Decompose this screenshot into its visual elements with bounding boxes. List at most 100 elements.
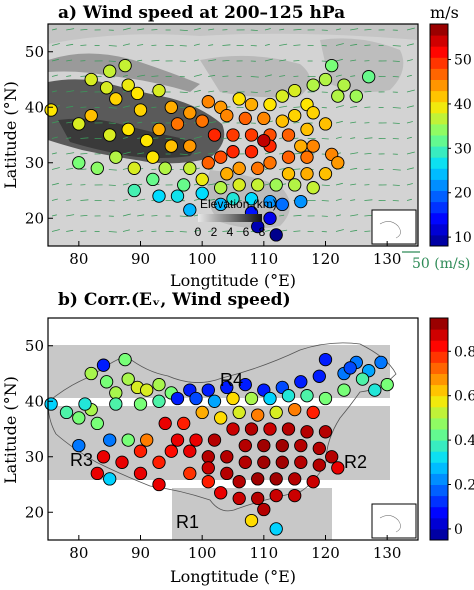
- colorbar-segment: [430, 68, 448, 80]
- data-point: [183, 466, 197, 481]
- wind-vector: [137, 152, 145, 155]
- wind-vector: [392, 60, 400, 62]
- wind-vector: [122, 136, 128, 139]
- colorbar-tick-label: 0.6: [454, 389, 474, 405]
- data-point: [232, 178, 246, 192]
- data-point: [300, 425, 314, 439]
- data-point: [220, 450, 234, 464]
- colorbar-tick-label: 0: [454, 522, 463, 538]
- y-tick-label: 40: [25, 392, 44, 410]
- wind-vector: [193, 229, 200, 232]
- data-point: [380, 377, 394, 392]
- wind-vector: [80, 44, 87, 46]
- data-point: [251, 178, 265, 192]
- colorbar-segment: [430, 395, 448, 408]
- data-point: [164, 139, 178, 153]
- wind-vector: [335, 229, 344, 232]
- data-point: [288, 402, 302, 417]
- elevation-colorbar: [198, 214, 262, 222]
- data-point: [214, 411, 228, 425]
- data-point: [72, 411, 86, 425]
- wind-vector: [66, 90, 75, 93]
- wind-vector: [122, 121, 129, 124]
- wind-vector: [350, 121, 357, 124]
- wind-vector: [350, 183, 357, 186]
- wind-vector: [392, 169, 401, 171]
- y-tick-label: 50: [25, 337, 44, 355]
- data-point: [269, 405, 283, 420]
- colorbar-segment: [430, 201, 448, 214]
- y-tick-label: 30: [25, 154, 44, 172]
- wind-vector: [350, 105, 358, 108]
- data-point: [177, 178, 191, 192]
- wind-vector: [122, 198, 128, 201]
- colorbar-segment: [430, 112, 448, 125]
- region-label-r4: R4: [220, 370, 243, 390]
- data-point: [183, 444, 197, 458]
- data-point: [214, 150, 228, 164]
- panel-b-china-outline: [47, 342, 397, 512]
- x-tick-label: 100: [188, 544, 217, 562]
- colorbar-frame: [429, 23, 449, 247]
- data-point: [331, 89, 345, 103]
- colorbar-tick-label: 10: [454, 230, 472, 246]
- wind-vector: [350, 167, 358, 170]
- wind-vector: [137, 198, 146, 201]
- data-point: [146, 150, 160, 164]
- colorbar-tick-label: 0.2: [454, 478, 474, 494]
- data-point: [72, 156, 86, 170]
- wind-vector: [350, 28, 359, 31]
- data-point: [275, 455, 289, 469]
- data-point: [244, 97, 259, 112]
- data-point: [201, 156, 215, 170]
- data-point: [189, 391, 203, 406]
- wind-vector: [66, 28, 75, 31]
- data-point: [368, 383, 382, 397]
- data-point: [337, 78, 351, 92]
- colorbar-frame: [429, 317, 449, 541]
- wind-vector: [222, 60, 230, 62]
- wind-vector: [279, 28, 285, 31]
- wind-vector: [264, 43, 270, 46]
- data-point: [331, 461, 345, 475]
- data-point: [118, 58, 132, 73]
- data-point: [312, 441, 326, 456]
- panel-a-colorbar: 10 20 30 40 50: [429, 23, 472, 247]
- panel-b-points: [44, 352, 394, 536]
- data-point: [133, 444, 148, 458]
- wind-vector: [293, 122, 300, 124]
- colorbar-segment: [430, 168, 448, 180]
- wind-vector: [406, 27, 415, 31]
- panel-a-x-label: Longtitude (°E): [170, 271, 296, 290]
- data-point: [263, 211, 277, 225]
- wind-vector: [179, 91, 188, 93]
- wind-vector: [350, 214, 359, 217]
- wind-vector: [293, 214, 302, 217]
- wind-vector: [122, 43, 130, 46]
- wind-vector: [321, 138, 329, 140]
- data-point: [244, 422, 259, 436]
- x-tick-label: 110: [250, 544, 279, 562]
- wind-vector: [208, 59, 217, 62]
- colorbar-segment: [430, 212, 448, 225]
- region-label-r1: R1: [176, 512, 199, 532]
- colorbar-segment: [430, 157, 448, 169]
- wind-vector: [137, 230, 144, 232]
- data-point: [115, 455, 129, 469]
- wind-vector: [208, 198, 216, 201]
- wind-vector: [151, 59, 160, 62]
- wind-vector: [208, 28, 215, 31]
- wind-vector: [51, 152, 57, 155]
- wind-vector: [406, 198, 412, 201]
- wind-vector: [208, 152, 215, 155]
- data-point: [121, 122, 135, 137]
- wind-vector: [335, 214, 341, 217]
- data-point: [337, 383, 351, 397]
- wind-vector: [279, 214, 285, 217]
- x-tick-label: 80: [69, 544, 88, 562]
- data-point: [318, 117, 333, 131]
- wind-vector: [350, 59, 357, 62]
- data-point: [263, 194, 277, 209]
- wind-vector: [364, 44, 371, 46]
